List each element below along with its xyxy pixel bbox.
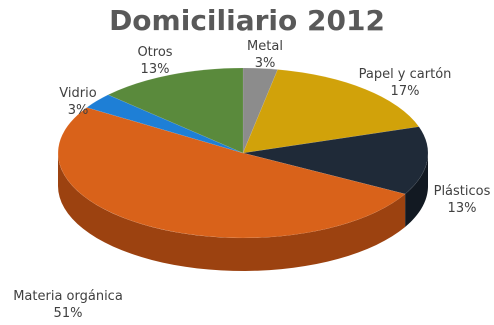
pie-slice-papel-y-carton [242,69,420,154]
pie-slice-plasticos [242,126,429,195]
slice-label-materia-organica: Materia orgánica [13,289,123,304]
pie-slice-otros [107,67,244,154]
pie-labels: Metal 3% Papel y cartón 17% Plásticos 13% Mate… [13,39,490,321]
slice-value-vidrio: 3% [68,103,89,118]
slice-value-metal: 3% [255,56,276,71]
slice-label-papel-y-carton: Papel y cartón [359,67,452,82]
slice-value-materia-organica: 51% [54,306,83,321]
pie-side-materia-organica [58,153,406,271]
pie-slice-materia-organica [57,107,406,239]
pie-sides [58,153,428,271]
pie-slice-metal [242,67,279,154]
slice-value-papel-y-carton: 17% [391,84,420,99]
slice-value-otros: 13% [141,62,170,77]
pie-side-plasticos [405,153,428,227]
pie-tops [57,67,429,239]
slice-label-plasticos: Plásticos [434,184,491,199]
slice-label-otros: Otros [137,45,172,60]
pie-slice-vidrio [86,94,244,154]
slice-label-vidrio: Vidrio [59,86,96,101]
slice-value-plasticos: 13% [448,201,477,216]
slice-label-metal: Metal [247,39,283,54]
chart-title: Domiciliario 2012 [109,4,385,37]
